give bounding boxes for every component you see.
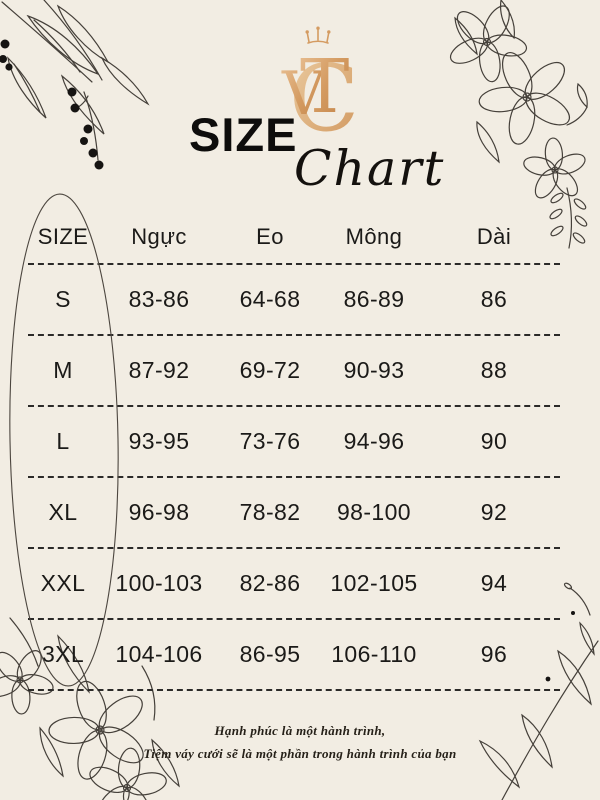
chest-value: 93-95: [128, 428, 190, 454]
length-value: 96: [480, 641, 508, 667]
size-label: M: [53, 357, 73, 383]
chest-value: 100-103: [115, 570, 203, 596]
size-label: L: [56, 428, 70, 454]
size-label: XXL: [40, 570, 86, 596]
length-value: 88: [480, 357, 508, 383]
footer-quote: Hạnh phúc là một hành trình, Tiệm váy cư…: [0, 719, 600, 765]
floral-top-left-icon: [0, 0, 150, 170]
table-row-xxl: XXL 100-103 82-86 102-105 94: [28, 549, 560, 620]
table-row-m: M 87-92 69-72 90-93 88: [28, 336, 560, 407]
size-table: SIZE Ngực Eo Mông Dài S 83-86 64-68 86-8…: [28, 210, 560, 691]
chest-value: 104-106: [115, 641, 203, 667]
hip-value: 86-89: [343, 286, 405, 312]
column-header-size: SIZE: [37, 223, 89, 249]
column-header-hip: Mông: [345, 223, 403, 249]
brand-monogram-icon: C V T: [281, 26, 359, 139]
length-value: 86: [480, 286, 508, 312]
crown-icon: [305, 26, 331, 44]
table-row-3xl: 3XL 104-106 86-95 106-110 96: [28, 620, 560, 691]
monogram-letter-v: V: [281, 59, 327, 129]
length-value: 90: [480, 428, 508, 454]
size-label: S: [55, 286, 71, 312]
waist-value: 73-76: [239, 428, 301, 454]
footer-quote-line2: Tiệm váy cưới sẽ là một phần trong hành …: [143, 746, 457, 761]
length-value: 92: [480, 499, 508, 525]
page-title-chart: Chart: [294, 140, 446, 197]
size-label: XL: [48, 499, 78, 525]
page-title-size: SIZE: [189, 108, 298, 161]
monogram-letter-c: C: [289, 45, 359, 139]
waist-value: 78-82: [239, 499, 301, 525]
monogram-letter-t: T: [300, 44, 349, 130]
waist-value: 82-86: [239, 570, 301, 596]
table-row-s: S 83-86 64-68 86-89 86: [28, 265, 560, 336]
chest-value: 83-86: [128, 286, 190, 312]
waist-value: 86-95: [239, 641, 301, 667]
size-label: 3XL: [41, 641, 85, 667]
hip-value: 90-93: [343, 357, 405, 383]
hip-value: 98-100: [336, 499, 412, 525]
chest-value: 87-92: [128, 357, 190, 383]
chest-value: 96-98: [128, 499, 190, 525]
column-header-length: Dài: [476, 223, 512, 249]
hip-value: 106-110: [331, 641, 417, 667]
column-header-waist: Eo: [256, 223, 284, 249]
table-row-xl: XL 96-98 78-82 98-100 92: [28, 478, 560, 549]
waist-value: 64-68: [239, 286, 301, 312]
hip-value: 102-105: [330, 570, 418, 596]
waist-value: 69-72: [239, 357, 301, 383]
table-header-row: SIZE Ngực Eo Mông Dài: [28, 210, 560, 265]
table-row-l: L 93-95 73-76 94-96 90: [28, 407, 560, 478]
length-value: 94: [480, 570, 508, 596]
footer-quote-line1: Hạnh phúc là một hành trình,: [214, 723, 386, 738]
hip-value: 94-96: [343, 428, 405, 454]
column-header-chest: Ngực: [131, 223, 187, 249]
